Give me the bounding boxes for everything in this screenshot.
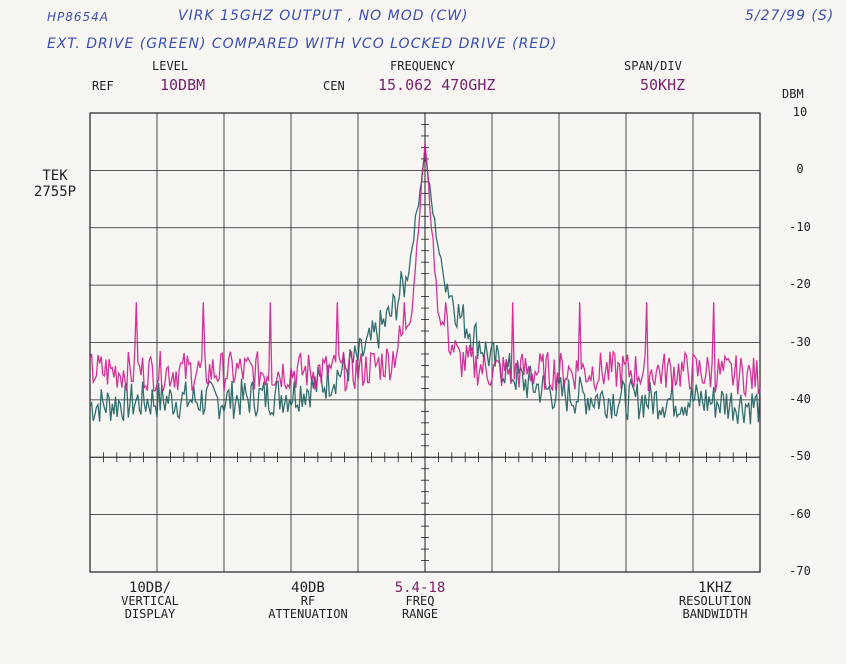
span-label: SPAN/DIV <box>624 59 682 73</box>
instrument-line2: 2755P <box>33 184 77 200</box>
y-tick-label: -60 <box>789 506 811 521</box>
y-tick-label: -30 <box>789 334 811 349</box>
y-tick-label: -40 <box>789 391 811 406</box>
resolution-block: 1KHZ RESOLUTION BANDWIDTH <box>660 580 770 621</box>
date-annotation: 5/27/99 (S) <box>745 8 835 24</box>
freq-range-value: 5.4-18 <box>394 580 446 596</box>
y-tick-label: 10 <box>792 105 808 119</box>
level-value: 10DBM <box>160 76 206 94</box>
span-value: 50KHZ <box>640 76 686 94</box>
subtitle-annotation: EXT. DRIVE (GREEN) COMPARED WITH VCO LOC… <box>47 36 558 52</box>
level-label: LEVEL <box>152 59 189 73</box>
frequency-value: 15.062 470GHZ <box>378 76 496 94</box>
freq-line1: FREQ <box>405 594 435 608</box>
trace-series-1 <box>89 142 761 398</box>
title-annotation: VIRK 15GHZ OUTPUT , NO MOD (CW) <box>178 8 469 24</box>
rf-line1: RF <box>300 594 316 608</box>
resolution-line2: BANDWIDTH <box>682 607 748 621</box>
ref-label: REF <box>92 79 114 93</box>
resolution-value: 1KHZ <box>698 580 732 596</box>
rf-value: 40DB <box>291 580 325 596</box>
vertical-line1: VERTICAL <box>121 594 179 608</box>
y-tick-label: -70 <box>789 564 811 578</box>
instrument-line1: TEK <box>42 168 68 184</box>
y-tick-label: -20 <box>789 277 811 292</box>
vertical-line2: DISPLAY <box>124 607 176 621</box>
resolution-line1: RESOLUTION <box>678 594 752 608</box>
vertical-display-block: 10DB/ VERTICAL DISPLAY <box>100 580 200 621</box>
y-tick-label: -50 <box>789 449 811 464</box>
vertical-value: 10DB/ <box>128 580 172 596</box>
freq-range-block: 5.4-18 FREQ RANGE <box>370 580 470 621</box>
model-annotation: HP8654A <box>47 10 110 24</box>
rf-line2: ATTENUATION <box>268 607 348 621</box>
cen-label: CEN <box>323 79 345 93</box>
y-tick-label: -10 <box>789 219 811 234</box>
frequency-label: FREQUENCY <box>390 59 456 73</box>
unit-label: DBM <box>782 87 804 101</box>
instrument-name: TEK 2755P <box>30 168 80 200</box>
freq-line2: RANGE <box>401 607 439 621</box>
y-tick-label: 0 <box>796 162 804 177</box>
trace-series-0 <box>89 154 761 425</box>
rf-attenuation-block: 40DB RF ATTENUATION <box>250 580 366 621</box>
